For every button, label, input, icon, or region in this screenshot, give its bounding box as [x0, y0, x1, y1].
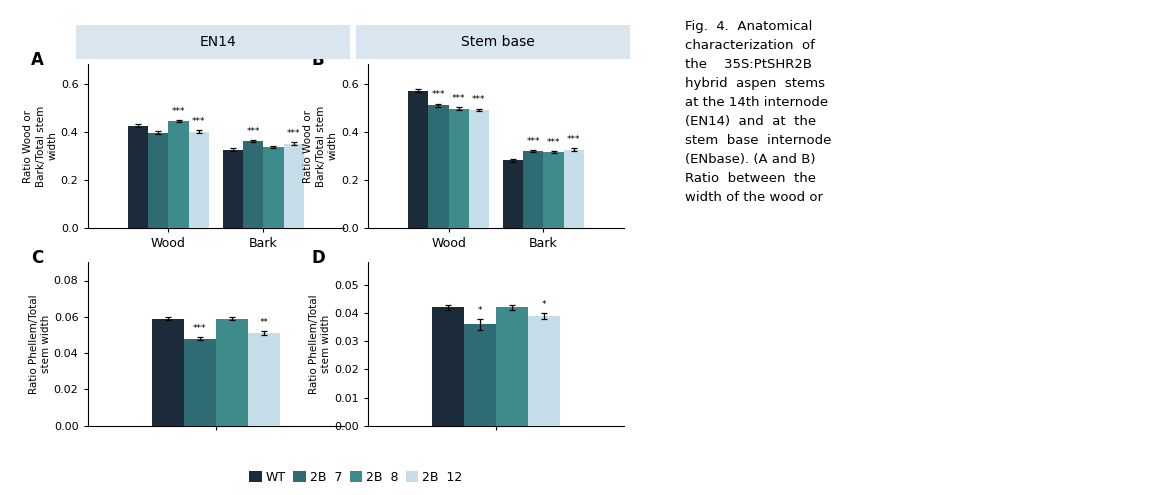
Text: EN14: EN14	[200, 35, 237, 49]
Y-axis label: Ratio Phellem/Total
stem width: Ratio Phellem/Total stem width	[308, 294, 331, 394]
Bar	[284, 144, 303, 228]
Text: ***: ***	[567, 135, 580, 145]
Y-axis label: Ratio Phellem/Total
stem width: Ratio Phellem/Total stem width	[28, 294, 51, 394]
Text: Fig.  4.  Anatomical
characterization  of
the    35S:PtSHR2B
hybrid  aspen  stem: Fig. 4. Anatomical characterization of t…	[685, 20, 831, 204]
Bar	[168, 121, 189, 228]
Text: D: D	[312, 249, 324, 267]
Bar	[264, 147, 284, 228]
Text: ***: ***	[193, 117, 205, 126]
Text: Stem base: Stem base	[461, 35, 536, 49]
Text: ***: ***	[246, 127, 260, 136]
Text: ***: ***	[452, 94, 466, 103]
Bar	[184, 339, 216, 426]
Bar	[469, 110, 489, 228]
Bar	[216, 319, 249, 426]
Bar	[564, 149, 584, 228]
Bar	[544, 152, 564, 228]
Bar	[148, 133, 168, 228]
Bar	[189, 132, 209, 228]
Text: ***: ***	[526, 137, 540, 146]
Text: *: *	[541, 300, 546, 309]
Y-axis label: Ratio Wood or
Bark/Total stem
width: Ratio Wood or Bark/Total stem width	[23, 105, 58, 187]
Y-axis label: Ratio Wood or
Bark/Total stem
width: Ratio Wood or Bark/Total stem width	[303, 105, 338, 187]
Text: *: *	[477, 305, 482, 315]
Bar	[523, 151, 544, 228]
Bar	[428, 105, 448, 228]
Text: A: A	[32, 51, 44, 69]
Bar	[152, 319, 184, 426]
Text: ***: ***	[193, 324, 207, 333]
Bar	[503, 160, 523, 228]
Bar	[464, 324, 496, 426]
Bar	[243, 141, 264, 228]
Bar	[527, 316, 560, 426]
Bar	[408, 91, 428, 228]
Bar	[496, 307, 527, 426]
Bar	[432, 307, 464, 426]
Text: ***: ***	[172, 106, 186, 115]
Bar	[223, 149, 243, 228]
Text: ***: ***	[287, 129, 300, 138]
Bar	[249, 333, 280, 426]
Text: ***: ***	[432, 91, 445, 99]
Bar	[128, 126, 148, 228]
Legend: WT, 2B  7, 2B  8, 2B  12: WT, 2B 7, 2B 8, 2B 12	[245, 466, 467, 489]
Text: C: C	[32, 249, 43, 267]
Bar	[448, 109, 469, 228]
Text: B: B	[312, 51, 323, 69]
Text: ***: ***	[473, 96, 485, 104]
Text: **: **	[259, 318, 268, 327]
Text: ***: ***	[547, 138, 560, 147]
